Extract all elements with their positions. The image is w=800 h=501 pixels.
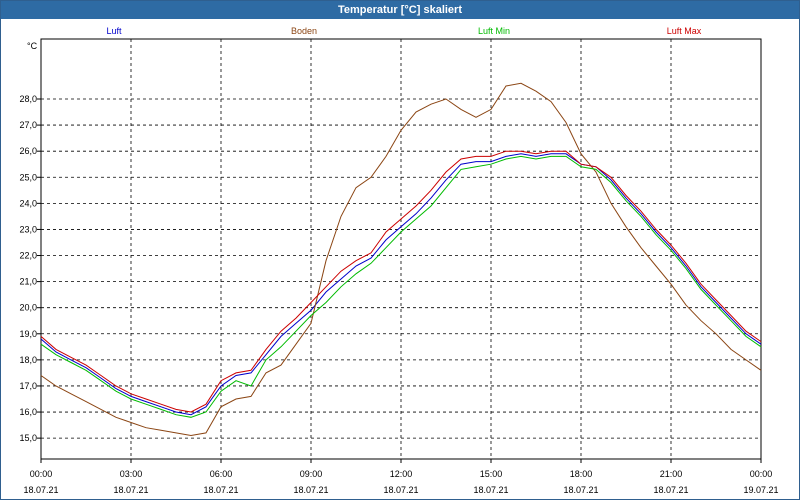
y-tick-label: 25,0 [19, 172, 37, 182]
x-tick-date-label: 18.07.21 [653, 485, 688, 495]
y-tick-label: 15,0 [19, 433, 37, 443]
y-tick-label: 16,0 [19, 407, 37, 417]
series-line [40, 153, 762, 416]
x-tick-time-label: 09:00 [300, 469, 323, 479]
x-tick-time-label: 18:00 [570, 469, 593, 479]
y-tick-label: 21,0 [19, 277, 37, 287]
y-tick-label: 27,0 [19, 120, 37, 130]
x-tick-time-label: 21:00 [660, 469, 683, 479]
x-tick-date-label: 19.07.21 [743, 485, 778, 495]
y-tick-label: 19,0 [19, 329, 37, 339]
y-axis-unit-label: °C [27, 41, 38, 51]
y-tick-label: 17,0 [19, 381, 37, 391]
y-tick-label: 20,0 [19, 303, 37, 313]
x-tick-time-label: 15:00 [480, 469, 503, 479]
y-tick-label: 24,0 [19, 198, 37, 208]
x-tick-date-label: 18.07.21 [293, 485, 328, 495]
x-tick-date-label: 18.07.21 [113, 485, 148, 495]
x-tick-time-label: 06:00 [210, 469, 233, 479]
y-tick-label: 18,0 [19, 355, 37, 365]
x-tick-date-label: 18.07.21 [383, 485, 418, 495]
x-tick-time-label: 03:00 [120, 469, 143, 479]
series-line [40, 155, 762, 418]
series-line [40, 150, 762, 413]
x-tick-date-label: 18.07.21 [473, 485, 508, 495]
x-tick-time-label: 00:00 [30, 469, 53, 479]
window-title: Temperatur [°C] skaliert [1, 1, 799, 19]
x-tick-date-label: 18.07.21 [563, 485, 598, 495]
legend-entry: Luft Min [478, 26, 510, 36]
y-tick-label: 23,0 [19, 224, 37, 234]
y-tick-label: 28,0 [19, 94, 37, 104]
x-tick-date-label: 18.07.21 [23, 485, 58, 495]
y-tick-label: 26,0 [19, 146, 37, 156]
x-tick-date-label: 18.07.21 [203, 485, 238, 495]
x-tick-time-label: 12:00 [390, 469, 413, 479]
series-line [40, 82, 762, 437]
legend-entry: Luft Max [667, 26, 702, 36]
legend-entry: Boden [291, 26, 317, 36]
y-tick-label: 22,0 [19, 251, 37, 261]
x-tick-time-label: 00:00 [750, 469, 773, 479]
legend-entry: Luft [106, 26, 122, 36]
